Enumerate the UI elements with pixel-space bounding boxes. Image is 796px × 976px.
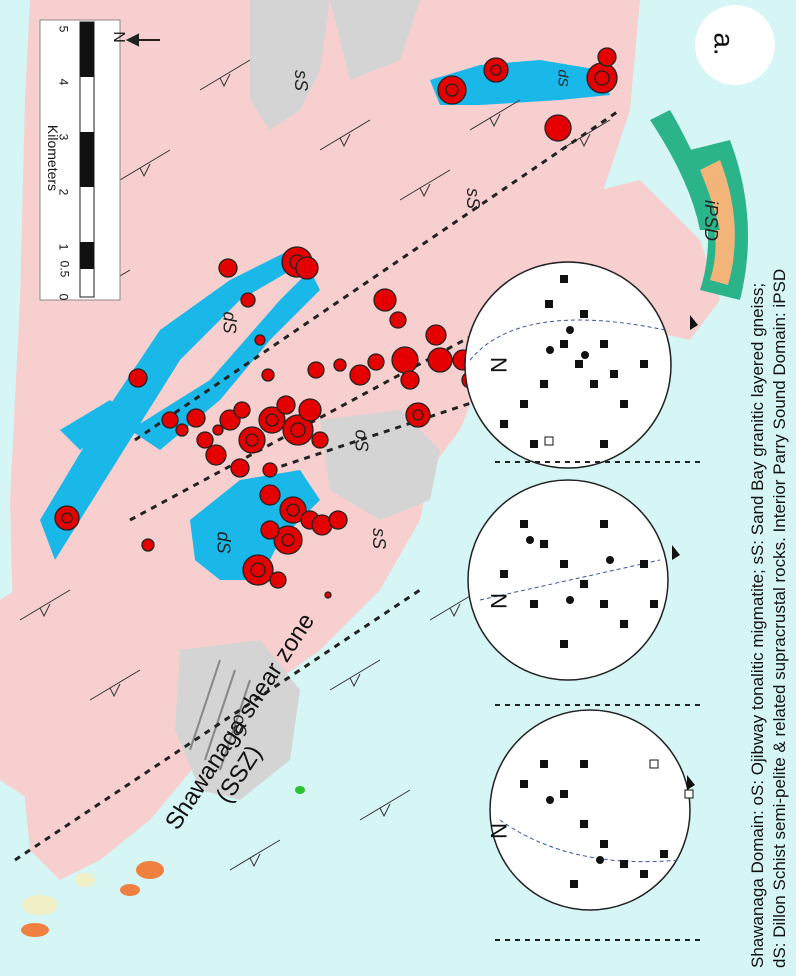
scale-tick-5: 5 [56, 25, 71, 33]
scale-tick-3: 3 [56, 133, 71, 141]
stereonet-3 [489, 709, 695, 911]
sample-markers [54, 47, 618, 599]
caption-line-1: Shawanaga Domain: oS: Ojibway tonalitic … [748, 282, 767, 968]
stereonet-2 [467, 479, 680, 681]
stereonet-1-north: N [485, 357, 511, 373]
scale-bar [39, 19, 121, 301]
stereonet-2-north: N [485, 593, 511, 609]
unit-label-oS-2: oS [229, 714, 250, 737]
scale-tick-1: 1 [56, 243, 71, 251]
stereonet-1 [464, 261, 698, 469]
scale-tick-4: 4 [56, 78, 71, 86]
panel-label-badge [695, 5, 775, 85]
unit-label-dS-1: dS [555, 69, 572, 87]
north-arrow [125, 33, 160, 47]
unit-label-dS-3: dS [213, 531, 234, 554]
stereonet-separators [495, 461, 700, 941]
shear-lineaments [189, 659, 251, 771]
stereonet-3-north: N [485, 823, 511, 839]
unit-label-dS-2: dS [219, 311, 240, 334]
unit-label-oS-1: oS [351, 429, 372, 452]
north-arrow-label: N [109, 31, 127, 43]
interior-parry-sound-unit [650, 110, 748, 300]
unit-label-sS-1: sS [291, 69, 312, 92]
domain-boundaries [14, 108, 621, 862]
ojibway-migmatite-unit [175, 0, 440, 800]
caption-line-2: dS: Dillon Schist semi-pelite & related … [770, 268, 789, 968]
minor-lithology-bodies [21, 786, 305, 937]
scale-tick-0: 0 [56, 293, 71, 301]
scale-tick-0-5: 0.5 [57, 260, 72, 278]
panel-label: a. [708, 32, 740, 56]
unit-label-sS-3: sS [369, 527, 390, 550]
scale-tick-2: 2 [56, 188, 71, 196]
unit-label-iPSD: iPSD [701, 199, 722, 242]
unit-label-sS-2: sS [463, 187, 484, 210]
